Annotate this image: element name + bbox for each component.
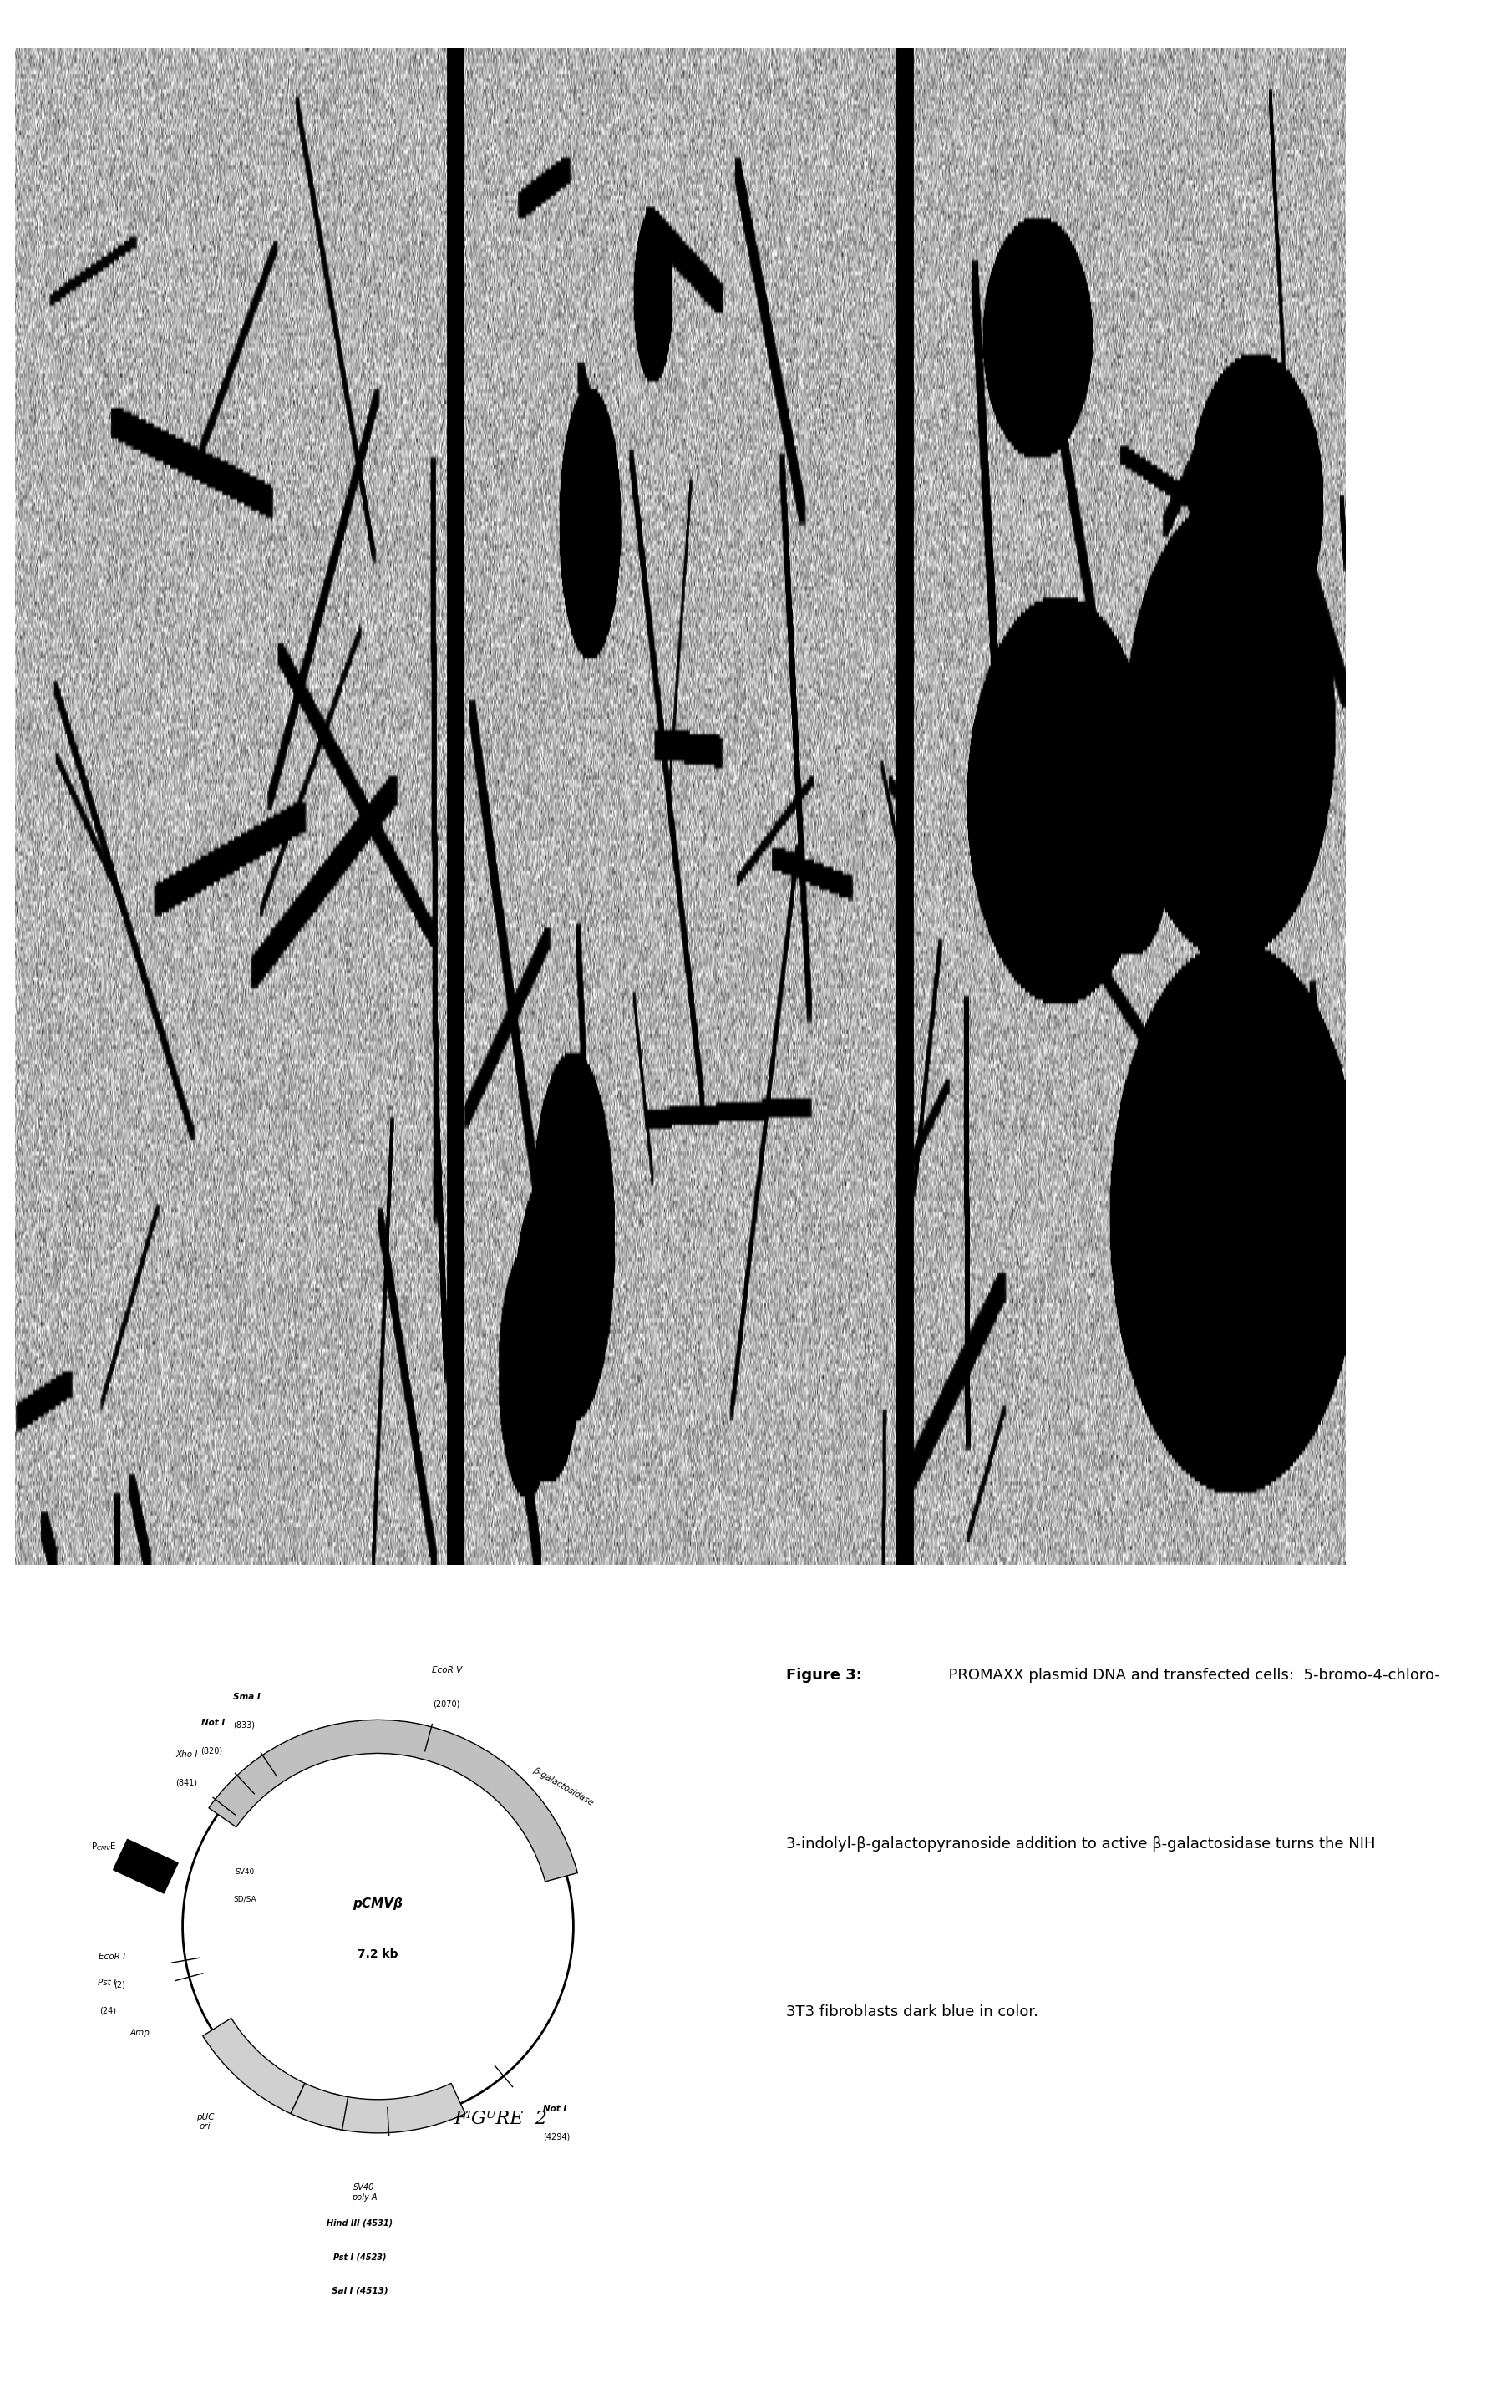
Text: Sma I: Sma I [233,1693,260,1702]
Text: Figure 3:: Figure 3: [786,1669,862,1683]
Text: PROMAXX plasmid DNA and transfected cells:  5-bromo-4-chloro-: PROMAXX plasmid DNA and transfected cell… [939,1669,1441,1683]
Text: β-galactosidase: β-galactosidase [532,1765,594,1808]
Text: SD/SA: SD/SA [233,1895,256,1902]
Wedge shape [325,2083,466,2133]
Text: Not I: Not I [201,1719,225,1727]
Wedge shape [290,2083,348,2129]
Wedge shape [203,2018,305,2114]
Text: Sal I (4513): Sal I (4513) [331,2285,389,2295]
Text: EcoR V: EcoR V [431,1666,461,1674]
Text: pCMVβ: pCMVβ [352,1898,404,1910]
Text: pUC
ori: pUC ori [197,2112,213,2131]
Text: 7.2 kb: 7.2 kb [358,1948,398,1960]
Text: 3T3 fibroblasts dark blue in color.: 3T3 fibroblasts dark blue in color. [786,2003,1039,2020]
Text: Pst I: Pst I [98,1979,116,1987]
Text: 3-indolyl-β-galactopyranoside addition to active β-galactosidase turns the NIH: 3-indolyl-β-galactopyranoside addition t… [786,1835,1376,1852]
Text: EcoR I: EcoR I [98,1953,125,1960]
Text: (2070): (2070) [432,1700,460,1707]
Text: (24): (24) [100,2006,116,2015]
Text: Xho I: Xho I [175,1751,198,1758]
Text: Not I: Not I [543,2105,567,2114]
Text: (4294): (4294) [543,2133,570,2141]
Text: SV40: SV40 [234,1869,254,1876]
Text: (820): (820) [201,1746,222,1755]
Text: Pst I (4523): Pst I (4523) [333,2251,387,2261]
Bar [113,1840,178,1893]
Text: Hind III (4531): Hind III (4531) [327,2220,393,2227]
Wedge shape [209,1719,578,1881]
Text: (833): (833) [233,1722,254,1729]
Text: (841): (841) [175,1777,198,1787]
Text: Ampʳ: Ampʳ [130,2028,151,2037]
Text: P$_{CMV}$E: P$_{CMV}$E [91,1840,116,1852]
Text: SV40
poly A: SV40 poly A [351,2184,376,2201]
Text: (2): (2) [113,1982,125,1989]
Text: FᴵGᵁRE  2: FᴵGᵁRE 2 [454,2109,547,2129]
